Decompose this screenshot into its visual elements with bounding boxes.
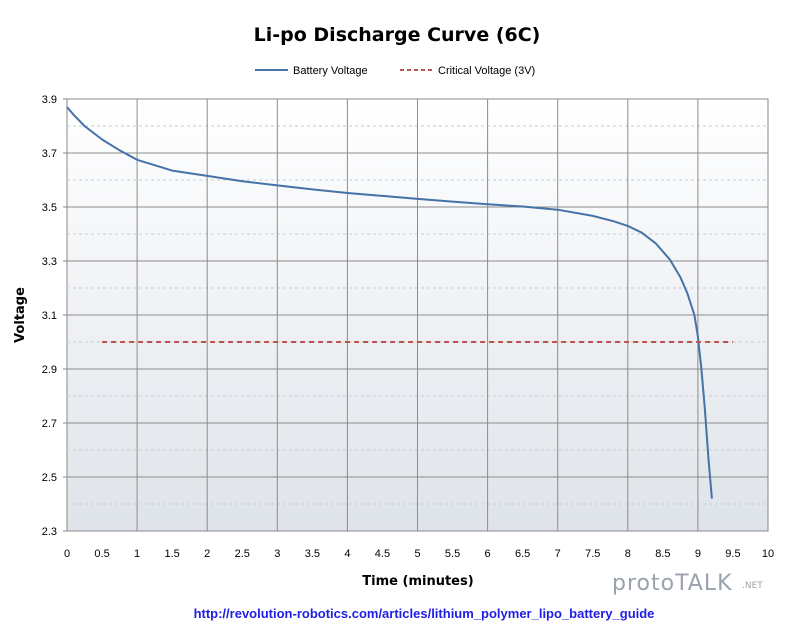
- y-axis: 2.3 2.5 2.7 2.9 3.1 3.3 3.5 3.7 3.9: [42, 94, 67, 538]
- x-tick-label: 7.5: [585, 548, 600, 560]
- grid: [67, 99, 768, 531]
- legend-label-critical-voltage: Critical Voltage (3V): [438, 65, 535, 77]
- y-tick-label: 3.5: [42, 202, 57, 214]
- x-tick-label: 5.5: [445, 548, 460, 560]
- source-link-text[interactable]: http://revolution-robotics.com/articles/…: [194, 606, 655, 621]
- legend-label-battery-voltage: Battery Voltage: [293, 65, 368, 77]
- y-tick-label: 2.7: [42, 418, 57, 430]
- y-tick-label: 2.5: [42, 472, 57, 484]
- x-tick-label: 9: [695, 548, 701, 560]
- y-tick-label: 2.9: [42, 364, 57, 376]
- x-tick-label: 10: [762, 548, 774, 560]
- y-tick-label: 3.1: [42, 310, 57, 322]
- x-tick-label: 6: [485, 548, 491, 560]
- series-layer: [66, 106, 733, 499]
- x-tick-label: 2.5: [235, 548, 250, 560]
- x-tick-label: 1.5: [165, 548, 180, 560]
- y-tick-label: 3.7: [42, 148, 57, 160]
- x-tick-label: 8.5: [655, 548, 670, 560]
- watermark-logo: protoTALK: [612, 571, 733, 596]
- x-axis-label: Time (minutes): [362, 574, 473, 589]
- x-tick-label: 4: [344, 548, 350, 560]
- x-tick-label: 0: [64, 548, 70, 560]
- series-line-battery-voltage: [66, 106, 713, 499]
- x-tick-label: 1: [134, 548, 140, 560]
- x-axis: 0 0.5 1 1.5 2 2.5 3 3.5 4 4.5 5 5.5 6 6.5 7 7.5 8 8.5 9 9.5…: [64, 548, 774, 560]
- y-tick-label: 3.3: [42, 256, 57, 268]
- source-link[interactable]: http://revolution-robotics.com/articles/…: [194, 606, 655, 621]
- x-tick-label: 5: [414, 548, 420, 560]
- x-tick-label: 6.5: [515, 548, 530, 560]
- x-tick-label: 0.5: [94, 548, 109, 560]
- y-tick-label: 3.9: [42, 94, 57, 106]
- legend: Battery Voltage Critical Voltage (3V): [255, 65, 535, 77]
- x-tick-label: 7: [555, 548, 561, 560]
- y-axis-label: Voltage: [13, 287, 28, 343]
- watermark: protoTALK .NET: [612, 571, 763, 596]
- y-tick-label: 2.3: [42, 526, 57, 538]
- x-tick-label: 4.5: [375, 548, 390, 560]
- x-tick-label: 3: [274, 548, 280, 560]
- x-tick-label: 8: [625, 548, 631, 560]
- x-tick-label: 3.5: [305, 548, 320, 560]
- chart-title: Li-po Discharge Curve (6C): [254, 24, 541, 46]
- x-tick-label: 2: [204, 548, 210, 560]
- watermark-suffix: .NET: [742, 581, 763, 591]
- x-tick-label: 9.5: [725, 548, 740, 560]
